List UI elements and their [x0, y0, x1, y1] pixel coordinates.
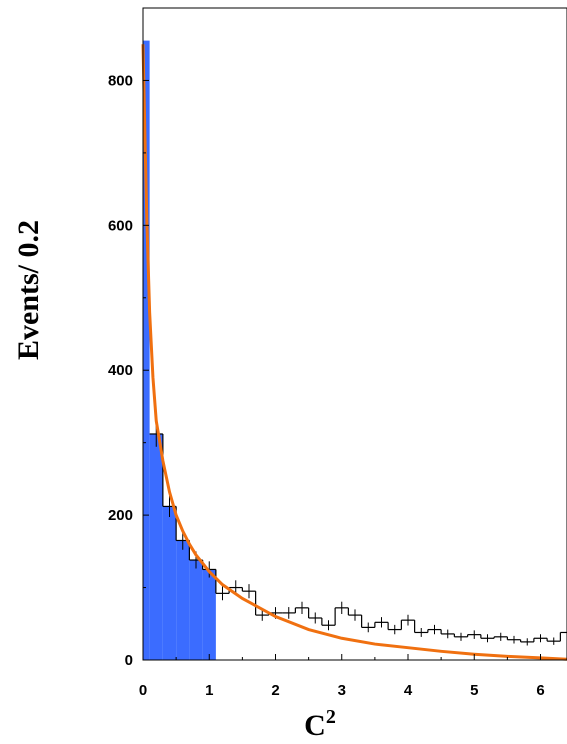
x-axis-label-superscript: 2 — [326, 706, 336, 728]
y-axis-label: Events/ 0.2 — [12, 220, 45, 360]
x-axis-label: C2 — [304, 706, 336, 742]
filled-bar — [176, 540, 190, 660]
fit-curve — [141, 44, 567, 661]
x-tick-label: 3 — [338, 682, 346, 699]
x-tick-label: 0 — [139, 682, 147, 699]
y-axis: 0 200 400 600 800 — [108, 72, 149, 669]
fit-curve-group — [141, 44, 567, 661]
x-tick-label: 2 — [271, 682, 279, 699]
y-tick-label: 200 — [108, 507, 133, 524]
filled-bar — [189, 560, 203, 660]
plot-frame — [142, 7, 567, 661]
x-tick-label: 1 — [205, 682, 213, 699]
x-tick-label: 6 — [536, 682, 544, 699]
filled-bar — [202, 569, 216, 660]
y-tick-label: 600 — [108, 217, 133, 234]
x-axis-label-base: C — [304, 709, 326, 742]
y-tick-label: 800 — [108, 72, 133, 89]
filled-bar — [143, 40, 150, 661]
x-tick-label: 4 — [404, 682, 413, 699]
y-tick-label: 0 — [125, 652, 133, 669]
filled-histogram — [143, 40, 216, 661]
x-tick-label: 5 — [470, 682, 478, 699]
filled-bar — [149, 433, 163, 660]
y-tick-label: 400 — [108, 362, 133, 379]
x-axis: 0 1 2 3 4 5 6 — [139, 654, 545, 699]
data-histogram — [149, 421, 567, 646]
filled-bar — [162, 506, 177, 660]
